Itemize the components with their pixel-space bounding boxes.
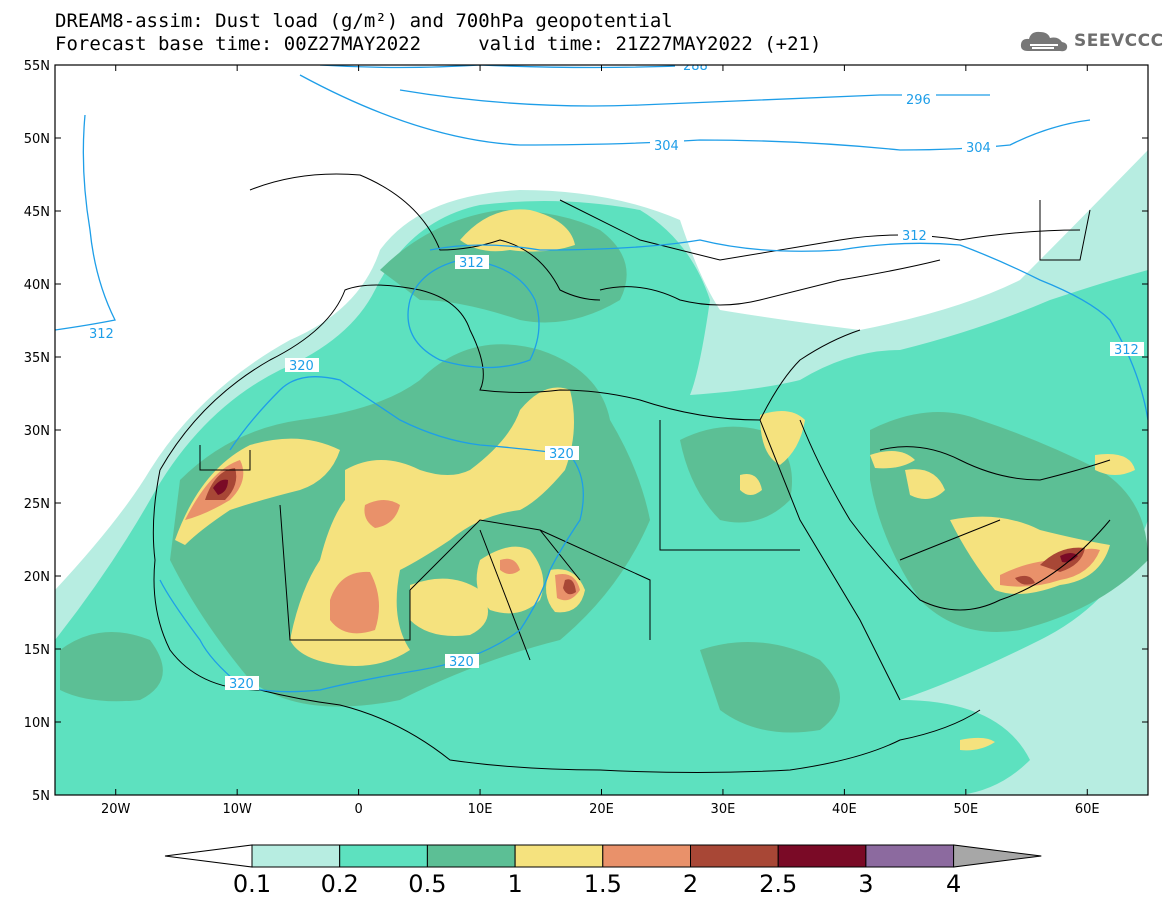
contour-label-304-b: 304 [966,141,991,156]
colorbar-label: 3 [858,870,874,898]
contour-label-312-a: 312 [902,229,927,244]
colorbar-segment [426,844,516,868]
colorbar-segment [251,844,341,868]
lon-label-0: 0 [354,802,362,817]
contour-label-320-b: 320 [549,447,574,462]
coastlines [152,173,1111,773]
contour-label-296: 296 [906,93,931,108]
contour-labels: 288 296 304 304 312 312 312 312 320 320 … [85,59,1144,692]
lon-label-10E: 10E [468,802,493,817]
map-title-line-1: DREAM8-assim: Dust load (g/m²) and 700hP… [55,10,673,32]
colorbar-segment [602,844,691,868]
lat-label-5N: 5N [32,789,50,804]
colorbar-label: 0.5 [408,870,447,898]
contour-label-320-a: 320 [289,359,314,374]
colorbar-segment [690,844,779,868]
lat-label-35N: 35N [24,351,50,366]
colorbar [164,844,1042,868]
lon-label-20W: 20W [101,802,131,817]
lat-label-10N: 10N [24,716,50,731]
lon-label-30E: 30E [711,802,736,817]
longitude-axis: 20W 10W 0 10E 20E 30E 40E 50E 60E [101,65,1100,817]
contour-label-312-d: 312 [1114,343,1139,358]
colorbar-segment [865,844,955,868]
lat-label-45N: 45N [24,205,50,220]
map-title-line-2: Forecast base time: 00Z27MAY2022 valid t… [55,33,822,55]
cloud-logo-icon [1020,31,1068,52]
colorbar-over-arrow [953,844,1042,868]
colorbar-label: 1.5 [583,870,622,898]
contour-label-312-b: 312 [459,256,484,271]
lat-label-15N: 15N [24,643,50,658]
lon-label-60E: 60E [1075,802,1100,817]
contour-label-312-c: 312 [89,327,114,342]
latitude-axis: 55N 50N 45N 40N 35N 30N 25N 20N 15N 10N 5N [24,59,1148,804]
colorbar-label: 2 [682,870,699,898]
lat-label-40N: 40N [24,278,50,293]
colorbar-label: 4 [945,870,962,898]
seevccc-logo: SEEVCCC [1018,27,1164,55]
lat-label-50N: 50N [24,132,50,147]
colorbar-label: 0.1 [232,870,272,898]
logo-text: SEEVCCC [1074,31,1164,51]
colorbar-under-arrow [164,844,253,868]
colorbar-segment [777,844,867,868]
contour-label-304-a: 304 [654,139,679,154]
contour-label-320-d: 320 [229,677,254,692]
colorbar-segment [514,844,604,868]
dust-field: 288 296 304 304 312 312 312 312 320 320 … [55,59,1148,795]
colorbar-label: 1 [507,870,523,898]
lat-label-55N: 55N [24,59,50,74]
lon-label-10W: 10W [222,802,252,817]
lon-label-20E: 20E [589,802,614,817]
lat-label-25N: 25N [24,497,50,512]
colorbar-segment [339,844,428,868]
colorbar-label: 2.5 [759,870,798,898]
colorbar-label: 0.2 [320,870,359,898]
lat-label-30N: 30N [24,424,50,439]
lon-label-50E: 50E [953,802,978,817]
contour-label-288: 288 [683,59,708,74]
contour-label-320-c: 320 [449,655,474,670]
lon-label-40E: 40E [832,802,857,817]
lat-label-20N: 20N [24,570,50,585]
